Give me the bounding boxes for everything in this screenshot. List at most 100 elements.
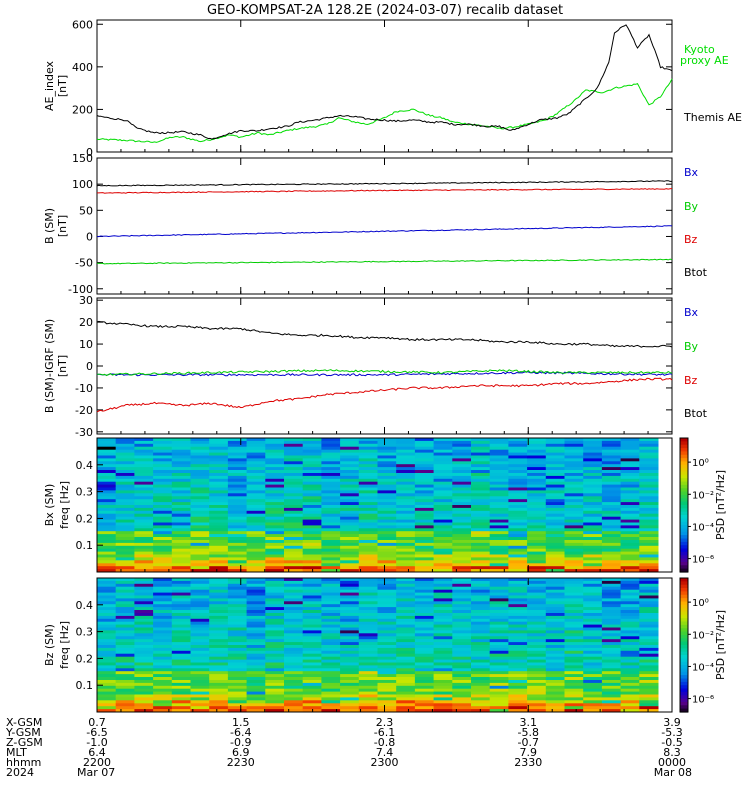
heatmap-cell-bx-psd <box>97 563 117 567</box>
heatmap-cell-bz-psd <box>340 688 360 693</box>
heatmap-cell-bz-psd <box>321 624 341 628</box>
heatmap-cell-bx-psd <box>377 563 397 567</box>
heatmap-cell-bz-psd <box>620 618 640 623</box>
heatmap-cell-bx-psd <box>171 458 191 462</box>
heatmap-cell-bz-psd <box>134 656 154 661</box>
heatmap-cell-bx-psd <box>508 516 528 521</box>
heatmap-cell-bx-psd <box>171 496 191 500</box>
heatmap-cell-bx-psd <box>134 505 154 509</box>
heatmap-cell-bx-psd <box>564 475 584 480</box>
heatmap-cell-bx-psd <box>396 566 416 570</box>
heatmap-cell-bx-psd <box>433 458 453 462</box>
heatmap-cell-bz-psd <box>639 674 659 678</box>
heatmap-cell-bx-psd <box>508 560 528 564</box>
heatmap-cell-bx-psd <box>583 557 603 561</box>
heatmap-cell-bz-psd <box>340 639 360 643</box>
heatmap-cell-bz-psd <box>321 688 341 693</box>
heatmap-cell-bx-psd <box>377 502 397 506</box>
heatmap-cell-bz-psd <box>433 630 453 634</box>
heatmap-cell-bz-psd <box>545 677 565 681</box>
heatmap-cell-bx-psd <box>414 548 435 553</box>
heatmap-cell-bx-psd <box>209 548 229 553</box>
heatmap-cell-bx-psd <box>396 499 416 503</box>
heatmap-cell-bx-psd <box>601 566 622 570</box>
heatmap-cell-bx-psd <box>227 522 248 526</box>
heatmap-cell-bx-psd <box>246 545 266 550</box>
heatmap-cell-bx-psd <box>209 484 229 488</box>
heatmap-cell-bz-psd <box>433 645 453 649</box>
heatmap-cell-bx-psd <box>583 531 603 535</box>
heatmap-cell-bx-psd <box>153 440 173 445</box>
heatmap-cell-bx-psd <box>433 569 453 573</box>
heatmap-cell-bx-psd <box>452 510 472 515</box>
heatmap-cell-bx-psd <box>564 502 584 506</box>
heatmap-cell-bz-psd <box>134 610 154 614</box>
heatmap-cell-bz-psd <box>190 618 210 623</box>
heatmap-cell-bz-psd <box>377 656 397 661</box>
colorbar-segment-bz-psd <box>680 614 688 619</box>
heatmap-cell-bz-psd <box>246 682 266 687</box>
heatmap-cell-bz-psd <box>190 645 210 649</box>
heatmap-cell-bx-psd <box>377 473 397 477</box>
heatmap-cell-bx-psd <box>190 446 210 451</box>
heatmap-cell-bz-psd <box>396 656 416 661</box>
heatmap-cell-bz-psd <box>340 703 360 707</box>
heatmap-cell-bz-psd <box>601 662 622 666</box>
heatmap-cell-bx-psd <box>396 470 416 474</box>
heatmap-cell-bz-psd <box>284 613 304 617</box>
heatmap-cell-bx-psd <box>358 487 378 491</box>
heatmap-cell-bx-psd <box>340 537 360 541</box>
heatmap-cell-bx-psd <box>433 446 453 451</box>
heatmap-cell-bx-psd <box>377 452 397 456</box>
heatmap-cell-bx-psd <box>583 452 603 456</box>
heatmap-cell-bz-psd <box>209 662 229 666</box>
heatmap-cell-bz-psd <box>246 598 266 602</box>
heatmap-cell-bx-psd <box>190 461 210 465</box>
heatmap-cell-bz-psd <box>377 639 397 643</box>
heatmap-cell-bz-psd <box>302 615 322 620</box>
heatmap-cell-bx-psd <box>227 478 248 483</box>
heatmap-cell-bx-psd <box>452 513 472 518</box>
heatmap-cell-bz-psd <box>396 592 416 596</box>
heatmap-cell-bz-psd <box>190 665 210 669</box>
heatmap-cell-bz-psd <box>620 589 640 594</box>
heatmap-cell-bx-psd <box>601 449 622 454</box>
heatmap-cell-bx-psd <box>209 566 229 570</box>
heatmap-cell-bz-psd <box>284 639 304 643</box>
heatmap-cell-bx-psd <box>377 542 397 547</box>
heatmap-cell-bz-psd <box>340 604 360 608</box>
heatmap-cell-bx-psd <box>358 569 378 573</box>
heatmap-cell-bx-psd <box>265 560 285 564</box>
heatmap-cell-bz-psd <box>209 653 229 658</box>
heatmap-cell-bz-psd <box>377 578 397 582</box>
heatmap-cell-bz-psd <box>601 610 622 614</box>
heatmap-cell-bz-psd <box>377 613 397 617</box>
heatmap-cell-bx-psd <box>227 473 248 477</box>
heatmap-cell-bz-psd <box>414 630 435 634</box>
heatmap-cell-bz-psd <box>115 601 135 605</box>
colorbar-segment-bx-psd <box>680 538 688 543</box>
heatmap-cell-bz-psd <box>265 665 285 669</box>
heatmap-cell-bx-psd <box>190 449 210 454</box>
heatmap-cell-bx-psd <box>564 490 584 494</box>
heatmap-cell-bz-psd <box>601 618 622 623</box>
heatmap-cell-bz-psd <box>452 595 472 599</box>
heatmap-cell-bx-psd <box>639 502 659 506</box>
heatmap-cell-bz-psd <box>414 595 435 599</box>
heatmap-cell-bz-psd <box>452 680 472 684</box>
colorbar-segment-bx-psd <box>680 481 688 486</box>
heatmap-cell-bx-psd <box>583 569 603 573</box>
heatmap-cell-bx-psd <box>471 443 491 448</box>
heatmap-cell-bz-psd <box>639 653 659 658</box>
time-axis-value: Mar 07 <box>77 766 115 779</box>
heatmap-cell-bx-psd <box>153 490 173 494</box>
heatmap-cell-bx-psd <box>97 505 117 509</box>
heatmap-cell-bz-psd <box>545 706 565 710</box>
heatmap-cell-bx-psd <box>527 464 547 468</box>
heatmap-cell-bz-psd <box>265 691 285 695</box>
heatmap-cell-bx-psd <box>190 490 210 494</box>
heatmap-cell-bx-psd <box>115 513 135 518</box>
heatmap-cell-bz-psd <box>583 656 603 661</box>
heatmap-cell-bz-psd <box>564 653 584 658</box>
heatmap-cell-bz-psd <box>564 688 584 693</box>
